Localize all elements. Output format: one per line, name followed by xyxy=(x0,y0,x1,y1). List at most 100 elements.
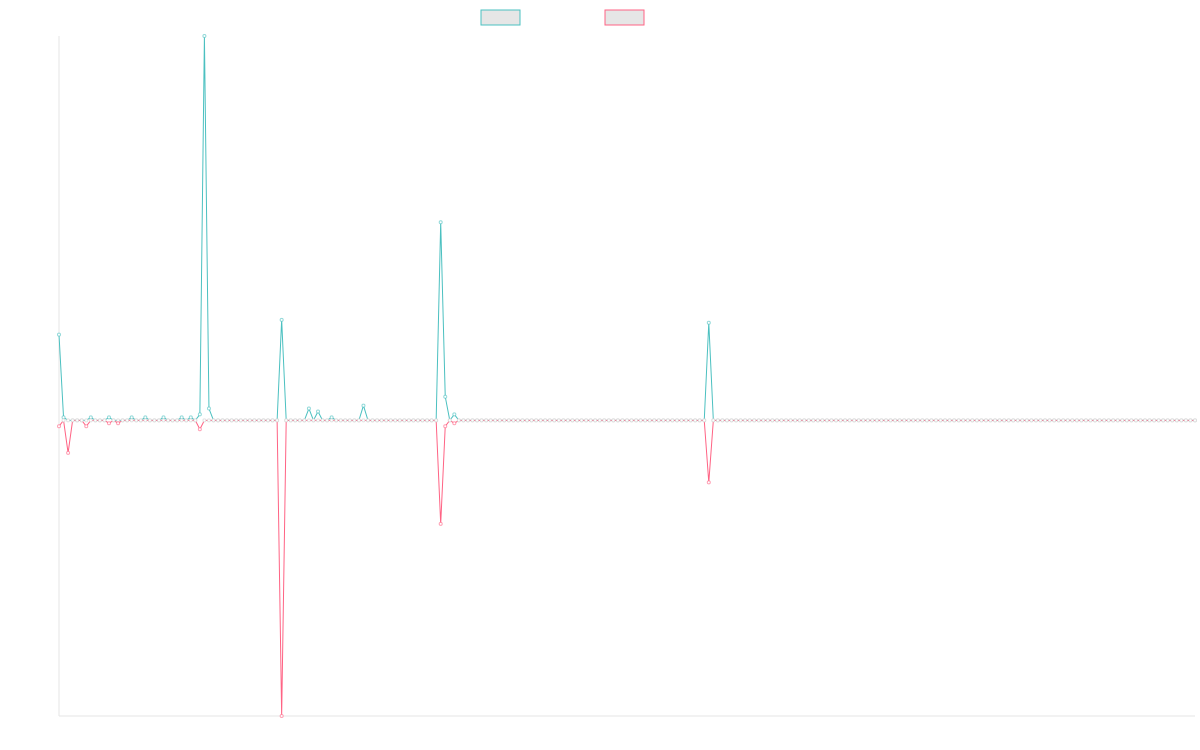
data-point[interactable] xyxy=(983,418,988,423)
data-point[interactable] xyxy=(365,418,370,423)
data-point[interactable] xyxy=(811,418,816,423)
data-point[interactable] xyxy=(443,394,448,399)
legend-swatch[interactable] xyxy=(604,9,645,26)
data-point[interactable] xyxy=(438,220,443,225)
data-point[interactable] xyxy=(1106,418,1111,423)
data-point[interactable] xyxy=(1102,418,1107,423)
data-point[interactable] xyxy=(479,418,484,423)
data-point[interactable] xyxy=(484,418,489,423)
data-point[interactable] xyxy=(656,418,661,423)
data-point[interactable] xyxy=(843,418,848,423)
data-point[interactable] xyxy=(316,409,321,414)
data-point[interactable] xyxy=(456,418,461,423)
data-point[interactable] xyxy=(66,450,71,455)
data-point[interactable] xyxy=(974,418,979,423)
data-point[interactable] xyxy=(75,418,80,423)
data-point[interactable] xyxy=(70,418,75,423)
data-point[interactable] xyxy=(793,418,798,423)
data-point[interactable] xyxy=(234,418,239,423)
data-point[interactable] xyxy=(270,418,275,423)
data-point[interactable] xyxy=(893,418,898,423)
data-point[interactable] xyxy=(343,418,348,423)
data-point[interactable] xyxy=(1188,418,1193,423)
data-point[interactable] xyxy=(575,418,580,423)
data-point[interactable] xyxy=(906,418,911,423)
data-point[interactable] xyxy=(284,418,289,423)
data-point[interactable] xyxy=(206,406,211,411)
data-point[interactable] xyxy=(806,418,811,423)
data-point[interactable] xyxy=(706,480,711,485)
data-point[interactable] xyxy=(334,418,339,423)
data-point[interactable] xyxy=(697,418,702,423)
data-point[interactable] xyxy=(765,418,770,423)
data-point[interactable] xyxy=(306,418,311,423)
data-point[interactable] xyxy=(120,418,125,423)
data-point[interactable] xyxy=(715,418,720,423)
data-point[interactable] xyxy=(515,418,520,423)
data-point[interactable] xyxy=(266,418,271,423)
data-point[interactable] xyxy=(1083,418,1088,423)
data-point[interactable] xyxy=(306,406,311,411)
data-point[interactable] xyxy=(1065,418,1070,423)
data-point[interactable] xyxy=(520,418,525,423)
data-point[interactable] xyxy=(1043,418,1048,423)
data-point[interactable] xyxy=(779,418,784,423)
data-point[interactable] xyxy=(152,418,157,423)
data-point[interactable] xyxy=(543,418,548,423)
data-point[interactable] xyxy=(947,418,952,423)
data-point[interactable] xyxy=(361,418,366,423)
data-point[interactable] xyxy=(1093,418,1098,423)
data-point[interactable] xyxy=(1015,418,1020,423)
data-point[interactable] xyxy=(1165,418,1170,423)
data-point[interactable] xyxy=(856,418,861,423)
data-point[interactable] xyxy=(261,418,266,423)
data-point[interactable] xyxy=(1074,418,1079,423)
data-point[interactable] xyxy=(111,418,116,423)
data-point[interactable] xyxy=(370,418,375,423)
data-point[interactable] xyxy=(220,418,225,423)
data-point[interactable] xyxy=(847,418,852,423)
legend-item[interactable] xyxy=(604,9,645,26)
data-point[interactable] xyxy=(874,418,879,423)
data-point[interactable] xyxy=(1147,418,1152,423)
data-point[interactable] xyxy=(625,418,629,423)
data-point[interactable] xyxy=(93,418,98,423)
data-point[interactable] xyxy=(225,418,230,423)
data-point[interactable] xyxy=(297,418,302,423)
data-point[interactable] xyxy=(933,418,938,423)
data-point[interactable] xyxy=(97,418,102,423)
data-point[interactable] xyxy=(1079,418,1084,423)
data-point[interactable] xyxy=(1152,418,1157,423)
data-point[interactable] xyxy=(752,418,757,423)
data-point[interactable] xyxy=(134,418,139,423)
data-point[interactable] xyxy=(924,418,929,423)
data-point[interactable] xyxy=(720,418,725,423)
data-point[interactable] xyxy=(393,418,398,423)
data-point[interactable] xyxy=(138,418,143,423)
data-point[interactable] xyxy=(429,418,434,423)
data-point[interactable] xyxy=(379,418,384,423)
data-point[interactable] xyxy=(1183,418,1188,423)
data-point[interactable] xyxy=(865,418,870,423)
data-point[interactable] xyxy=(670,418,675,423)
data-point[interactable] xyxy=(279,317,284,322)
data-point[interactable] xyxy=(902,418,907,423)
data-point[interactable] xyxy=(1124,418,1129,423)
data-point[interactable] xyxy=(406,418,411,423)
data-point[interactable] xyxy=(634,418,639,423)
data-point[interactable] xyxy=(665,418,670,423)
data-point[interactable] xyxy=(815,418,820,423)
data-point[interactable] xyxy=(252,418,257,423)
data-point[interactable] xyxy=(465,418,470,423)
data-point[interactable] xyxy=(1020,418,1025,423)
data-point[interactable] xyxy=(206,418,211,423)
data-point[interactable] xyxy=(1129,418,1134,423)
data-point[interactable] xyxy=(438,521,443,526)
data-point[interactable] xyxy=(1097,418,1102,423)
data-point[interactable] xyxy=(502,418,507,423)
data-point[interactable] xyxy=(197,427,202,432)
data-point[interactable] xyxy=(1056,418,1061,423)
data-point[interactable] xyxy=(1138,418,1143,423)
data-point[interactable] xyxy=(1088,418,1093,423)
data-point[interactable] xyxy=(443,424,448,429)
